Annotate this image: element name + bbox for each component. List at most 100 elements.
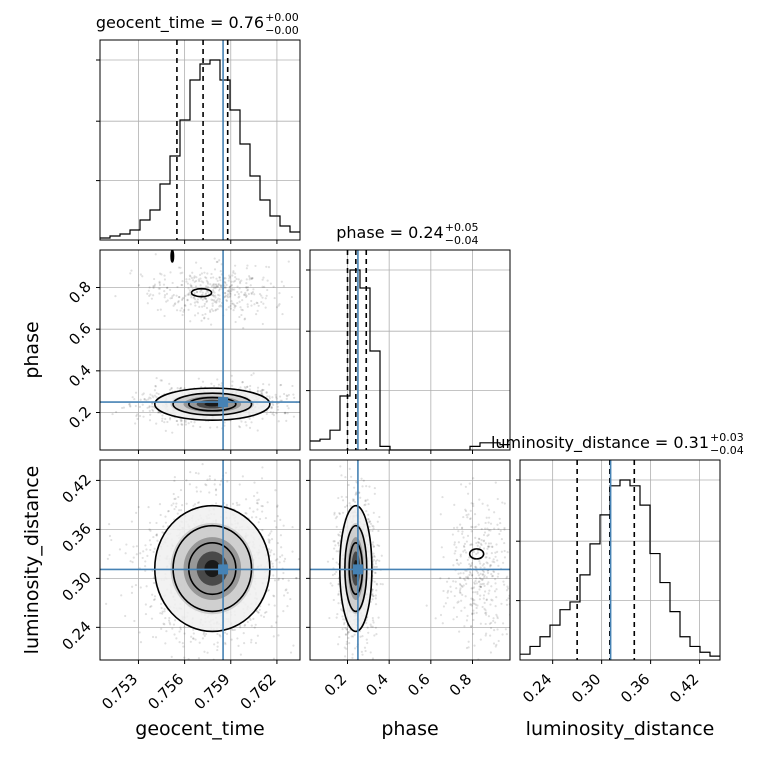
sample-point <box>224 641 227 644</box>
sample-point <box>273 579 277 582</box>
sample-point <box>209 310 212 314</box>
sample-point <box>474 591 477 594</box>
sample-point <box>236 637 239 640</box>
sample-point <box>498 532 501 536</box>
sample-point <box>353 647 357 650</box>
sample-point <box>219 304 222 307</box>
sample-point <box>169 623 172 626</box>
sample-point <box>128 402 131 406</box>
sample-point <box>238 280 242 283</box>
sample-point <box>483 531 487 534</box>
sample-point <box>489 603 492 606</box>
sample-point <box>135 553 138 556</box>
title-luminosity_distance: luminosity_distance = 0.31 <box>491 433 709 453</box>
sample-point <box>148 286 151 289</box>
sample-point <box>269 551 272 554</box>
sample-point <box>461 532 464 536</box>
sample-point <box>175 419 179 423</box>
sample-point <box>187 308 190 311</box>
sample-point <box>371 619 375 622</box>
sample-point <box>468 570 472 574</box>
sample-point <box>474 579 477 583</box>
sample-point <box>475 566 478 570</box>
sample-point <box>175 637 178 640</box>
sample-point <box>282 524 285 527</box>
sample-point <box>439 513 442 516</box>
sample-point <box>192 632 195 635</box>
sample-point <box>216 648 219 652</box>
sample-point <box>483 576 486 579</box>
sample-point <box>230 284 233 287</box>
sample-point <box>248 426 252 429</box>
sample-point <box>186 298 189 301</box>
sample-point <box>253 481 256 484</box>
sample-point <box>246 288 250 291</box>
sample-point <box>291 525 294 529</box>
sample-point <box>375 589 378 592</box>
sample-point <box>487 529 491 532</box>
sample-point <box>213 300 216 303</box>
sample-point <box>462 572 465 575</box>
sample-point <box>161 414 164 417</box>
sample-point <box>270 530 273 533</box>
sample-point <box>218 294 221 297</box>
sample-point <box>152 396 155 399</box>
sample-point <box>282 571 285 575</box>
sample-point <box>279 518 282 521</box>
sample-point <box>170 655 173 658</box>
sample-point <box>179 309 182 312</box>
sample-point <box>358 662 360 664</box>
sample-point <box>371 593 374 596</box>
sample-point <box>250 304 253 307</box>
sample-point <box>247 292 250 296</box>
sample-point <box>282 610 285 613</box>
sample-point <box>473 581 476 584</box>
sample-point <box>251 291 255 294</box>
sample-point <box>338 512 341 515</box>
sample-point <box>137 284 141 287</box>
sample-point <box>269 282 272 285</box>
panel-frame <box>99 249 301 451</box>
sample-point <box>216 285 219 288</box>
sample-point <box>252 445 254 447</box>
sample-point <box>214 283 217 286</box>
panel-frame <box>519 459 721 661</box>
sample-point <box>278 395 282 398</box>
sample-point <box>261 278 264 281</box>
sample-point <box>278 561 281 564</box>
sample-point <box>458 630 461 633</box>
sample-point <box>445 580 449 583</box>
sample-point <box>267 266 271 269</box>
sample-point <box>356 671 358 673</box>
sample-point <box>270 549 273 552</box>
sample-point <box>273 595 276 598</box>
sample-point <box>141 556 144 560</box>
sample-point <box>297 557 300 561</box>
sample-point <box>487 545 490 548</box>
sample-point <box>171 431 174 434</box>
sample-point <box>442 556 445 559</box>
sample-point <box>285 397 288 400</box>
sample-point <box>204 632 208 636</box>
sample-point <box>217 282 220 286</box>
sample-point <box>375 583 379 586</box>
sample-point <box>489 564 493 567</box>
sample-point <box>155 533 158 536</box>
sample-point <box>213 483 216 486</box>
sample-point <box>152 598 156 602</box>
sample-point <box>199 425 202 429</box>
sample-point <box>501 501 504 504</box>
sample-point <box>224 294 227 297</box>
sample-point <box>268 541 271 544</box>
density-level <box>204 560 221 578</box>
sample-point <box>241 299 244 302</box>
sample-point <box>287 579 290 582</box>
sample-point <box>260 392 263 395</box>
sample-point <box>148 521 152 524</box>
sample-point <box>456 455 458 457</box>
sample-point <box>440 546 443 549</box>
sample-point <box>248 388 251 391</box>
sample-point <box>371 588 374 591</box>
sample-point <box>188 289 192 292</box>
